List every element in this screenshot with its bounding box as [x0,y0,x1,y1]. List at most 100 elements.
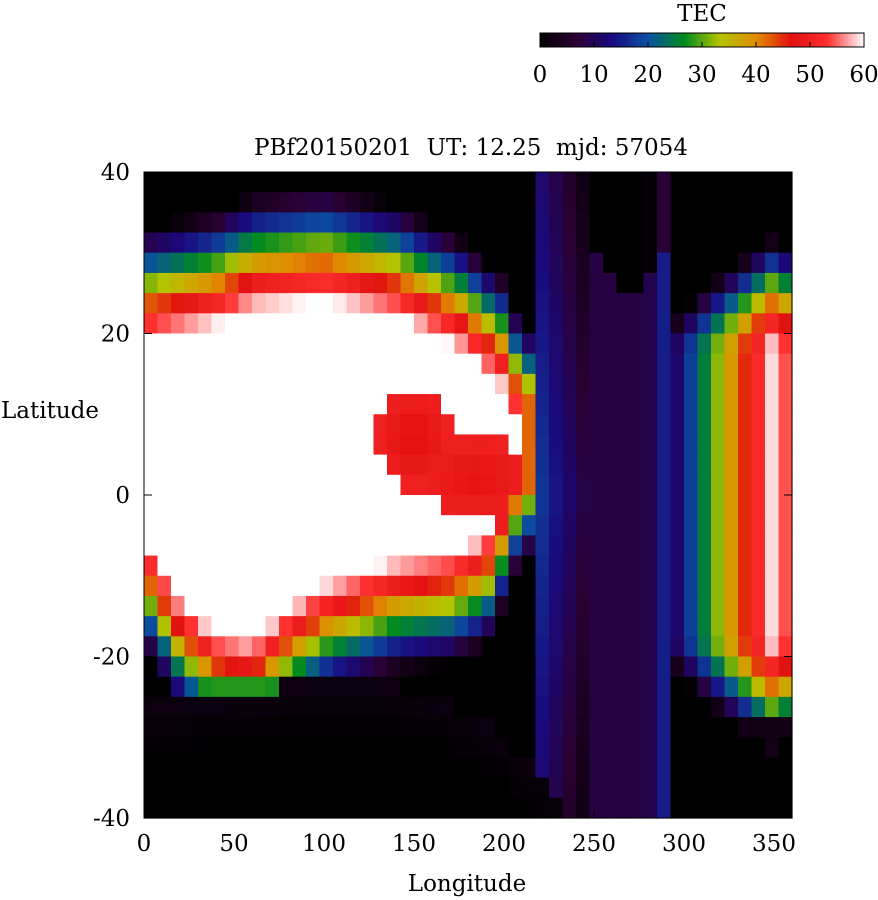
x-axis-ticks: 0 50 100 150 200 250 300 350 [137,172,796,857]
heatmap-cell [765,414,780,436]
heatmap-cell [468,454,483,476]
heatmap-cell [414,717,429,738]
heatmap-cell [549,555,564,577]
heatmap-cell [549,717,564,738]
heatmap-cell [643,394,658,415]
heatmap-cell [414,636,429,658]
heatmap-cell [225,333,240,355]
heatmap-cell [643,414,658,436]
heatmap-cell [562,394,577,415]
heatmap-cell [454,636,469,658]
heatmap-cell [252,616,267,637]
heatmap-cell [346,757,361,779]
heatmap-cell [252,737,267,759]
heatmap-cell [265,595,280,617]
heatmap-cell [211,313,226,335]
heatmap-cell [522,535,537,557]
heatmap-cell [630,575,645,597]
heatmap-cell [657,172,672,193]
heatmap-cell [265,454,280,476]
heatmap-cell [144,454,159,476]
heatmap-cell [724,333,739,355]
heatmap-cell [508,172,523,193]
heatmap-cell [333,212,348,234]
heatmap-cell [738,515,753,536]
heatmap-cell [670,616,685,637]
heatmap-cell [198,192,213,213]
heatmap-cell [684,696,699,718]
heatmap-cell [778,373,793,395]
heatmap-cell [319,293,334,314]
heatmap-cell [225,595,240,617]
heatmap-cell [711,474,726,496]
heatmap-cell [616,172,631,193]
heatmap-cell [481,495,496,516]
heatmap-cell [765,293,780,314]
heatmap-cell [657,737,672,759]
heatmap-cell [562,575,577,597]
heatmap-cell [157,373,172,395]
heatmap-cell [346,555,361,577]
heatmap-cell [427,474,442,496]
heatmap-cell [400,515,415,536]
heatmap-cell [522,737,537,759]
heatmap-cell [576,636,591,658]
heatmap-cell [360,353,375,375]
heatmap-cell [346,212,361,234]
heatmap-cell [279,555,294,577]
heatmap-cell [481,293,496,314]
heatmap-cell [738,696,753,718]
heatmap-cell [765,717,780,738]
heatmap-cell [643,212,658,234]
heatmap-cell [724,495,739,516]
heatmap-cell [144,757,159,779]
heatmap-cell [387,535,402,557]
heatmap-cell [319,777,334,799]
heatmap-cell [346,192,361,213]
heatmap-cell [225,717,240,738]
heatmap-cell [157,172,172,193]
heatmap-cell [522,495,537,516]
heatmap-cell [724,757,739,779]
heatmap-cell [184,495,199,516]
heatmap-cell [211,252,226,274]
x-tick-label: 250 [572,831,616,857]
heatmap-cell [414,192,429,213]
heatmap-cell [184,192,199,213]
heatmap-cell [522,676,537,698]
heatmap-cell [198,595,213,617]
heatmap-cell [562,454,577,476]
heatmap-cell [630,636,645,658]
heatmap-cell [549,272,564,294]
heatmap-cell [535,394,550,415]
heatmap-cell [346,414,361,436]
heatmap-cell [373,696,388,718]
heatmap-cell [576,696,591,718]
heatmap-cell [508,373,523,395]
heatmap-cell [778,656,793,678]
heatmap-cell [414,535,429,557]
heatmap-cell [711,293,726,314]
heatmap-cell [306,495,321,516]
heatmap-cell [778,535,793,557]
heatmap-cell [319,212,334,234]
heatmap-cell [643,192,658,213]
heatmap-cell [738,495,753,516]
heatmap-cell [360,313,375,335]
heatmap-cell [373,717,388,738]
heatmap-cell [670,474,685,496]
heatmap-cell [441,394,456,415]
heatmap-cell [373,434,388,456]
heatmap-cell [576,616,591,637]
heatmap-cell [751,474,766,496]
heatmap-cell [724,212,739,234]
heatmap-cell [522,172,537,193]
heatmap-cell [387,454,402,476]
heatmap-cell [643,696,658,718]
heatmap-cell [670,454,685,476]
heatmap-cell [279,434,294,456]
heatmap-cell [481,636,496,658]
heatmap-cell [481,797,496,819]
x-tick-label: 50 [219,831,248,857]
heatmap-cell [346,293,361,314]
